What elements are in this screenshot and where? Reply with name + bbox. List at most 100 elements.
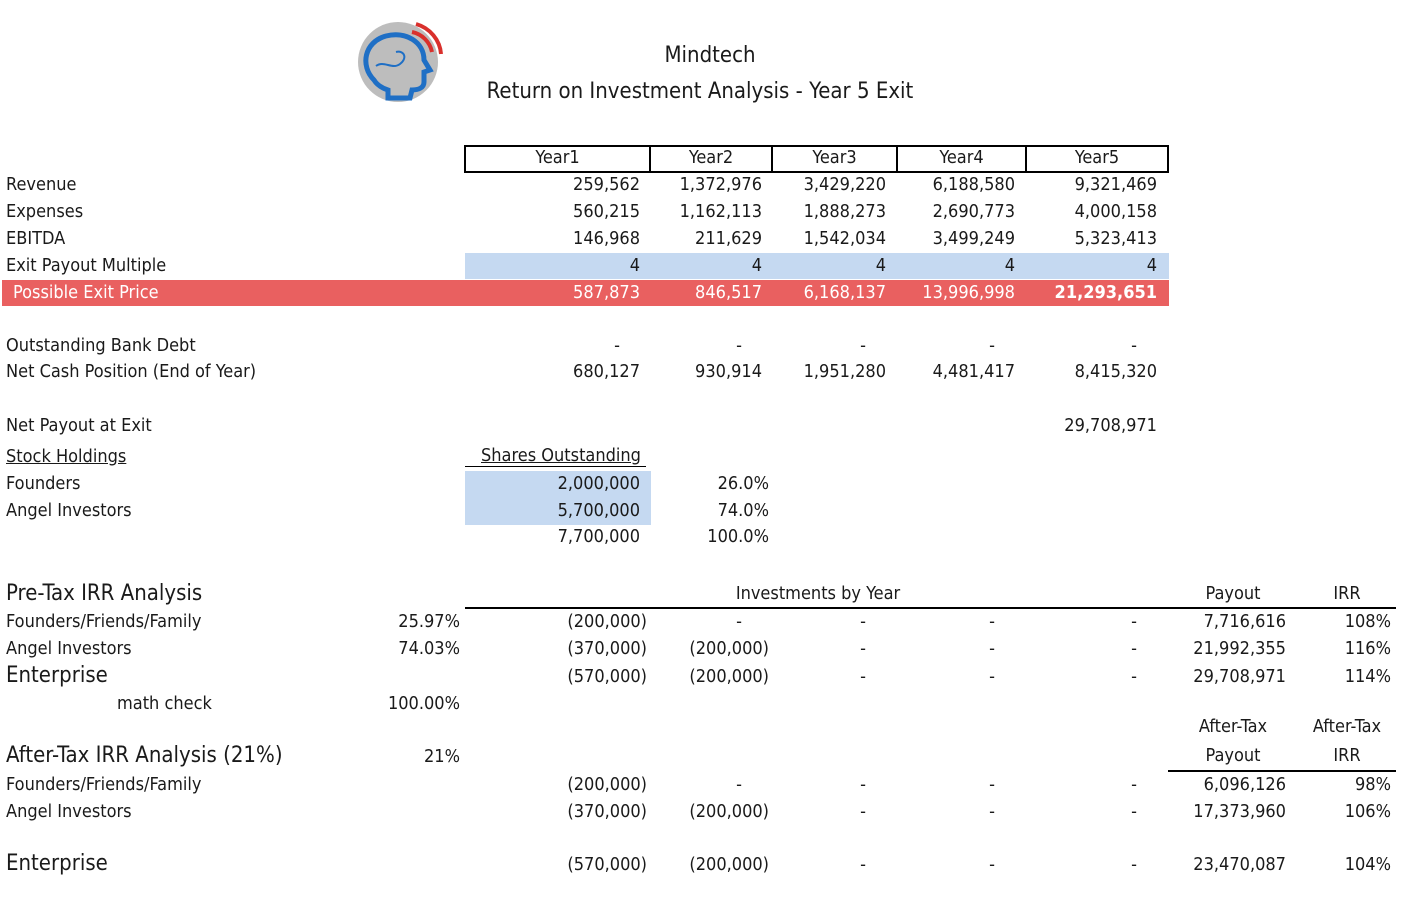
cell-multiple: 4 — [1004, 255, 1015, 276]
pretax-pct: 25.97% — [398, 611, 460, 632]
cell-expenses: 1,162,113 — [679, 201, 762, 222]
aftertax-inv: (570,000) — [567, 854, 647, 875]
cell-bank-debt: - — [614, 335, 620, 356]
pretax-payout: 7,716,616 — [1203, 611, 1286, 632]
cell-bank-debt: - — [1131, 335, 1137, 356]
aftertax-irr-header: IRR — [1333, 745, 1361, 766]
cell-revenue: 1,372,976 — [679, 174, 762, 195]
founders-label: Founders — [6, 473, 81, 494]
pretax-inv: - — [860, 666, 866, 687]
cell-exit-price: 21,293,651 — [1054, 282, 1157, 303]
math-check-label: math check — [117, 693, 212, 714]
pretax-irr: 108% — [1344, 611, 1391, 632]
pretax-inv: - — [860, 638, 866, 659]
cell-ebitda: 3,499,249 — [932, 228, 1015, 249]
cell-expenses: 1,888,273 — [803, 201, 886, 222]
pretax-inv: - — [989, 666, 995, 687]
aftertax-rate: 21% — [424, 746, 460, 767]
cell-ebitda: 211,629 — [695, 228, 762, 249]
row-label-multiple: Exit Payout Multiple — [6, 255, 167, 276]
pretax-inv: - — [1131, 611, 1137, 632]
year-header: Year5 — [1074, 147, 1120, 168]
pretax-inv: (200,000) — [689, 638, 769, 659]
pretax-inv: - — [860, 611, 866, 632]
aftertax-payout: 6,096,126 — [1203, 774, 1286, 795]
aftertax-inv: - — [989, 774, 995, 795]
cell-revenue: 259,562 — [573, 174, 640, 195]
aftertax-payout: 17,373,960 — [1193, 801, 1286, 822]
aftertax-inv: - — [1131, 801, 1137, 822]
year-header: Year3 — [812, 147, 857, 168]
row-label-ebitda: EBITDA — [6, 228, 66, 249]
aftertax-payout-header: After-Tax — [1198, 716, 1268, 737]
aftertax-inv: - — [989, 801, 995, 822]
cell-revenue: 3,429,220 — [803, 174, 886, 195]
year-header: Year4 — [939, 147, 984, 168]
cell-exit-price: 6,168,137 — [803, 282, 886, 303]
year-header: Year2 — [688, 147, 734, 168]
cell-ebitda: 1,542,034 — [803, 228, 886, 249]
year-header-divider — [1025, 145, 1027, 173]
page-title: Return on Investment Analysis - Year 5 E… — [486, 79, 914, 104]
cell-exit-price: 13,996,998 — [922, 282, 1015, 303]
year-header: Year1 — [535, 147, 580, 168]
cell-net-payout: 29,708,971 — [1064, 415, 1157, 436]
pretax-inv: (200,000) — [567, 611, 647, 632]
cell-bank-debt: - — [860, 335, 866, 356]
cell-bank-debt: - — [989, 335, 995, 356]
row-label-net-cash: Net Cash Position (End of Year) — [6, 361, 257, 382]
row-label-net-payout: Net Payout at Exit — [6, 415, 152, 436]
aftertax-irr-header: After-Tax — [1312, 716, 1382, 737]
angels-pct: 74.0% — [717, 500, 769, 521]
pretax-header-underline — [465, 607, 1396, 609]
aftertax-title: After-Tax IRR Analysis (21%) — [6, 743, 283, 768]
pretax-payout: 29,708,971 — [1193, 666, 1286, 687]
pretax-pct: 74.03% — [398, 638, 460, 659]
cell-ebitda: 146,968 — [573, 228, 640, 249]
pretax-inv: - — [989, 638, 995, 659]
cell-net-cash: 4,481,417 — [932, 361, 1015, 382]
aftertax-inv: - — [989, 854, 995, 875]
aftertax-header-underline — [1168, 770, 1396, 772]
aftertax-inv: (370,000) — [567, 801, 647, 822]
row-label-exit-price: Possible Exit Price — [13, 282, 159, 303]
cell-revenue: 6,188,580 — [932, 174, 1015, 195]
exit-price-highlight — [2, 280, 1169, 306]
aftertax-inv: - — [736, 774, 742, 795]
cell-bank-debt: - — [736, 335, 742, 356]
aftertax-inv: - — [860, 801, 866, 822]
aftertax-inv: - — [1131, 774, 1137, 795]
pretax-irr: 114% — [1344, 666, 1391, 687]
pretax-inv: - — [1131, 638, 1137, 659]
company-logo — [352, 20, 446, 104]
aftertax-irr: 98% — [1355, 774, 1391, 795]
aftertax-row-label: Founders/Friends/Family — [6, 774, 202, 795]
pretax-inv: (370,000) — [567, 638, 647, 659]
aftertax-inv: - — [860, 854, 866, 875]
stock-holdings-label: Stock Holdings — [6, 446, 127, 467]
aftertax-payout-header: Payout — [1205, 745, 1261, 766]
shares-header-underline — [465, 466, 646, 467]
angels-shares: 5,700,000 — [557, 500, 640, 521]
aftertax-payout: 23,470,087 — [1193, 854, 1286, 875]
angels-label: Angel Investors — [6, 500, 132, 521]
total-pct: 100.0% — [707, 526, 769, 547]
aftertax-enterprise-label: Enterprise — [6, 851, 108, 876]
investments-header: Investments by Year — [735, 583, 901, 604]
aftertax-irr: 106% — [1344, 801, 1391, 822]
pretax-row-label: Angel Investors — [6, 638, 132, 659]
aftertax-inv: (200,000) — [689, 854, 769, 875]
shares-highlight — [465, 471, 651, 525]
cell-ebitda: 5,323,413 — [1074, 228, 1157, 249]
cell-net-cash: 680,127 — [573, 361, 640, 382]
cell-exit-price: 846,517 — [695, 282, 762, 303]
pretax-inv: (200,000) — [689, 666, 769, 687]
cell-multiple: 4 — [751, 255, 762, 276]
aftertax-inv: (200,000) — [567, 774, 647, 795]
aftertax-inv: - — [860, 774, 866, 795]
cell-net-cash: 8,415,320 — [1074, 361, 1157, 382]
multiple-highlight — [465, 253, 1169, 279]
cell-net-cash: 930,914 — [695, 361, 762, 382]
row-label-bank-debt: Outstanding Bank Debt — [6, 335, 196, 356]
payout-header: Payout — [1205, 583, 1261, 604]
